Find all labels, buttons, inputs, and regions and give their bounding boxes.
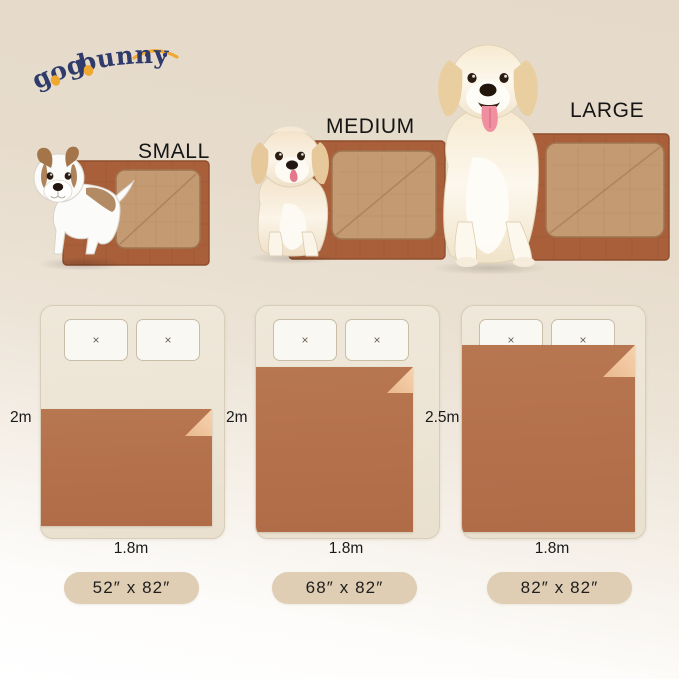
dog-photo-medium bbox=[234, 112, 350, 264]
size-label-medium: MEDIUM bbox=[326, 115, 415, 138]
size-pill-large[interactable]: 82″ x 82″ bbox=[487, 572, 632, 604]
blanket-fold-corner bbox=[603, 345, 635, 377]
logo-o-accent-1 bbox=[50, 75, 61, 86]
blanket bbox=[41, 409, 212, 526]
bed-height-label: 2.5m bbox=[425, 409, 460, 426]
logo-o-accent-2 bbox=[83, 65, 94, 76]
pillow-x-icon: × bbox=[507, 333, 515, 347]
size-pill-medium[interactable]: 68″ x 82″ bbox=[272, 572, 417, 604]
bed-width-label: 1.8m bbox=[328, 540, 364, 557]
blanket-fold-corner bbox=[185, 409, 212, 436]
blanket bbox=[462, 345, 635, 532]
blanket-fold-corner bbox=[387, 367, 413, 393]
size-label-large: LARGE bbox=[570, 99, 645, 122]
brand-logo: gog bunny bbox=[30, 40, 230, 92]
pillow-x-icon: × bbox=[164, 333, 172, 347]
pillow-x-icon: × bbox=[301, 333, 309, 347]
bed-width-label: 1.8m bbox=[113, 540, 149, 557]
logo-eye-left bbox=[144, 52, 150, 58]
size-pill-small[interactable]: 52″ x 82″ bbox=[64, 572, 199, 604]
dog-photo-small bbox=[24, 138, 136, 270]
bed-width-label: 1.8m bbox=[534, 540, 570, 557]
pillow-left: × bbox=[273, 319, 337, 361]
bed-frame: × × bbox=[255, 305, 440, 539]
pillow-right: × bbox=[136, 319, 200, 361]
pillow-left: × bbox=[64, 319, 128, 361]
logo-eye-right bbox=[162, 52, 168, 58]
bed-frame: × × bbox=[40, 305, 225, 539]
pillow-x-icon: × bbox=[92, 333, 100, 347]
bed-height-label: 2m bbox=[226, 409, 248, 426]
bed-height-label: 2m bbox=[10, 409, 32, 426]
pillow-x-icon: × bbox=[579, 333, 587, 347]
dog-photo-large bbox=[420, 26, 560, 274]
pillow-x-icon: × bbox=[373, 333, 381, 347]
size-label-small: SMALL bbox=[138, 140, 210, 163]
product-mat-large bbox=[528, 133, 670, 261]
bed-frame: × × bbox=[461, 305, 646, 539]
pillow-right: × bbox=[345, 319, 409, 361]
blanket bbox=[256, 367, 413, 532]
logo-smile-arc bbox=[132, 49, 179, 60]
